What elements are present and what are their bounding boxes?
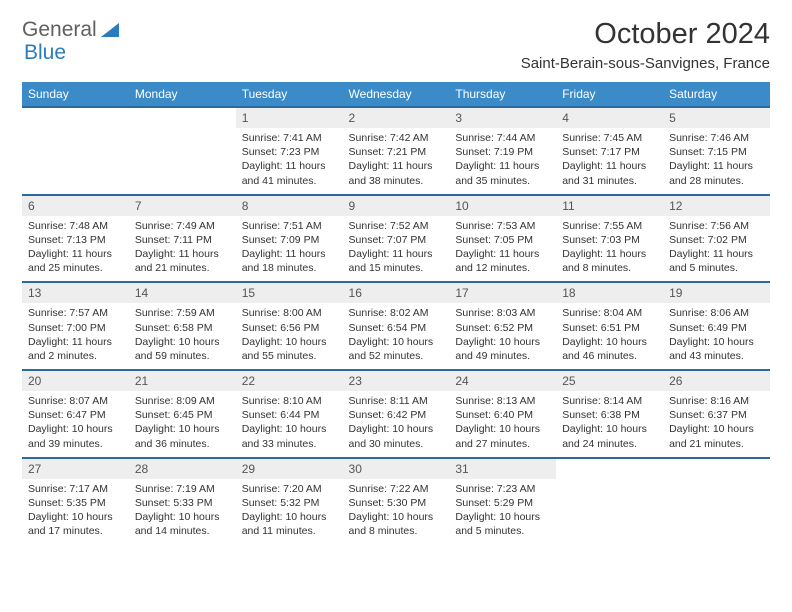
day-detail-cell: Sunrise: 7:42 AMSunset: 7:21 PMDaylight:… [343, 128, 450, 195]
day-number-cell [129, 107, 236, 128]
day-detail-cell: Sunrise: 8:13 AMSunset: 6:40 PMDaylight:… [449, 391, 556, 458]
daynum-row: 12345 [22, 107, 770, 128]
brand-blue-wrap: Blue [24, 41, 66, 65]
day-detail-cell: Sunrise: 7:57 AMSunset: 7:00 PMDaylight:… [22, 303, 129, 370]
day-number-cell: 16 [343, 282, 450, 303]
day-detail-cell: Sunrise: 7:55 AMSunset: 7:03 PMDaylight:… [556, 216, 663, 283]
day-detail-cell: Sunrise: 8:10 AMSunset: 6:44 PMDaylight:… [236, 391, 343, 458]
day-number-cell: 13 [22, 282, 129, 303]
detail-row: Sunrise: 7:17 AMSunset: 5:35 PMDaylight:… [22, 479, 770, 545]
day-detail-cell: Sunrise: 8:06 AMSunset: 6:49 PMDaylight:… [663, 303, 770, 370]
day-detail-cell: Sunrise: 8:03 AMSunset: 6:52 PMDaylight:… [449, 303, 556, 370]
day-number-cell [663, 458, 770, 479]
day-number-cell: 15 [236, 282, 343, 303]
brand-part2: Blue [24, 41, 66, 64]
daynum-row: 20212223242526 [22, 370, 770, 391]
weekday-header: Tuesday [236, 82, 343, 107]
weekday-header: Thursday [449, 82, 556, 107]
day-detail-cell: Sunrise: 7:49 AMSunset: 7:11 PMDaylight:… [129, 216, 236, 283]
day-number-cell: 12 [663, 195, 770, 216]
daynum-row: 2728293031 [22, 458, 770, 479]
day-detail-cell: Sunrise: 8:00 AMSunset: 6:56 PMDaylight:… [236, 303, 343, 370]
day-number-cell: 25 [556, 370, 663, 391]
day-detail-cell: Sunrise: 8:09 AMSunset: 6:45 PMDaylight:… [129, 391, 236, 458]
weekday-header: Saturday [663, 82, 770, 107]
day-number-cell: 1 [236, 107, 343, 128]
day-number-cell: 18 [556, 282, 663, 303]
day-detail-cell: Sunrise: 7:46 AMSunset: 7:15 PMDaylight:… [663, 128, 770, 195]
day-detail-cell [129, 128, 236, 195]
detail-row: Sunrise: 7:48 AMSunset: 7:13 PMDaylight:… [22, 216, 770, 283]
daynum-row: 6789101112 [22, 195, 770, 216]
detail-row: Sunrise: 7:41 AMSunset: 7:23 PMDaylight:… [22, 128, 770, 195]
day-detail-cell: Sunrise: 8:04 AMSunset: 6:51 PMDaylight:… [556, 303, 663, 370]
day-number-cell: 11 [556, 195, 663, 216]
day-number-cell: 21 [129, 370, 236, 391]
day-detail-cell: Sunrise: 8:14 AMSunset: 6:38 PMDaylight:… [556, 391, 663, 458]
day-detail-cell: Sunrise: 7:22 AMSunset: 5:30 PMDaylight:… [343, 479, 450, 545]
day-detail-cell: Sunrise: 7:51 AMSunset: 7:09 PMDaylight:… [236, 216, 343, 283]
day-detail-cell: Sunrise: 7:19 AMSunset: 5:33 PMDaylight:… [129, 479, 236, 545]
day-detail-cell: Sunrise: 7:20 AMSunset: 5:32 PMDaylight:… [236, 479, 343, 545]
day-detail-cell: Sunrise: 7:23 AMSunset: 5:29 PMDaylight:… [449, 479, 556, 545]
day-detail-cell: Sunrise: 7:44 AMSunset: 7:19 PMDaylight:… [449, 128, 556, 195]
day-number-cell: 2 [343, 107, 450, 128]
detail-row: Sunrise: 8:07 AMSunset: 6:47 PMDaylight:… [22, 391, 770, 458]
day-detail-cell [663, 479, 770, 545]
weekday-header: Sunday [22, 82, 129, 107]
day-detail-cell [22, 128, 129, 195]
day-number-cell: 14 [129, 282, 236, 303]
day-number-cell: 9 [343, 195, 450, 216]
brand-logo: General [22, 18, 123, 42]
weekday-header: Friday [556, 82, 663, 107]
location-label: Saint-Berain-sous-Sanvignes, France [521, 55, 770, 72]
brand-triangle-icon [101, 23, 119, 37]
day-number-cell [22, 107, 129, 128]
day-detail-cell: Sunrise: 7:52 AMSunset: 7:07 PMDaylight:… [343, 216, 450, 283]
detail-row: Sunrise: 7:57 AMSunset: 7:00 PMDaylight:… [22, 303, 770, 370]
day-detail-cell: Sunrise: 8:16 AMSunset: 6:37 PMDaylight:… [663, 391, 770, 458]
day-detail-cell: Sunrise: 8:07 AMSunset: 6:47 PMDaylight:… [22, 391, 129, 458]
day-number-cell: 20 [22, 370, 129, 391]
day-detail-cell: Sunrise: 7:59 AMSunset: 6:58 PMDaylight:… [129, 303, 236, 370]
day-number-cell: 27 [22, 458, 129, 479]
day-detail-cell: Sunrise: 7:53 AMSunset: 7:05 PMDaylight:… [449, 216, 556, 283]
day-number-cell: 4 [556, 107, 663, 128]
day-number-cell: 8 [236, 195, 343, 216]
day-number-cell: 29 [236, 458, 343, 479]
day-number-cell: 31 [449, 458, 556, 479]
day-detail-cell: Sunrise: 7:17 AMSunset: 5:35 PMDaylight:… [22, 479, 129, 545]
day-number-cell: 5 [663, 107, 770, 128]
month-title: October 2024 [521, 18, 770, 51]
day-detail-cell: Sunrise: 7:56 AMSunset: 7:02 PMDaylight:… [663, 216, 770, 283]
weekday-header: Monday [129, 82, 236, 107]
day-number-cell: 3 [449, 107, 556, 128]
day-number-cell: 7 [129, 195, 236, 216]
calendar-table: SundayMondayTuesdayWednesdayThursdayFrid… [22, 82, 770, 544]
header: General October 2024 Saint-Berain-sous-S… [22, 18, 770, 72]
day-detail-cell [556, 479, 663, 545]
day-detail-cell: Sunrise: 7:45 AMSunset: 7:17 PMDaylight:… [556, 128, 663, 195]
day-number-cell: 10 [449, 195, 556, 216]
day-number-cell: 6 [22, 195, 129, 216]
brand-part1: General [22, 18, 97, 42]
day-detail-cell: Sunrise: 8:02 AMSunset: 6:54 PMDaylight:… [343, 303, 450, 370]
day-number-cell: 30 [343, 458, 450, 479]
day-number-cell [556, 458, 663, 479]
day-number-cell: 28 [129, 458, 236, 479]
day-number-cell: 23 [343, 370, 450, 391]
day-detail-cell: Sunrise: 7:48 AMSunset: 7:13 PMDaylight:… [22, 216, 129, 283]
day-detail-cell: Sunrise: 8:11 AMSunset: 6:42 PMDaylight:… [343, 391, 450, 458]
day-number-cell: 24 [449, 370, 556, 391]
day-number-cell: 19 [663, 282, 770, 303]
weekday-header-row: SundayMondayTuesdayWednesdayThursdayFrid… [22, 82, 770, 107]
day-number-cell: 17 [449, 282, 556, 303]
day-number-cell: 22 [236, 370, 343, 391]
title-block: October 2024 Saint-Berain-sous-Sanvignes… [521, 18, 770, 72]
daynum-row: 13141516171819 [22, 282, 770, 303]
weekday-header: Wednesday [343, 82, 450, 107]
day-number-cell: 26 [663, 370, 770, 391]
day-detail-cell: Sunrise: 7:41 AMSunset: 7:23 PMDaylight:… [236, 128, 343, 195]
